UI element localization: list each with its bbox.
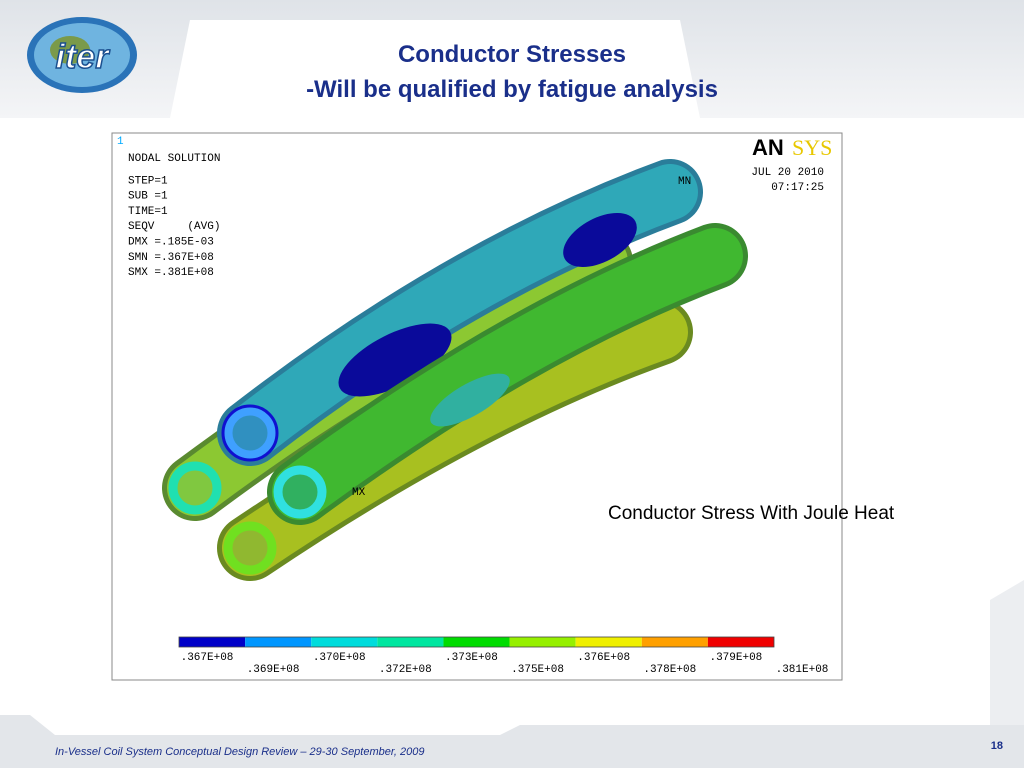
info-line: TIME=1: [128, 206, 168, 218]
legend-label: .372E+08: [379, 664, 432, 676]
legend-frame: [178, 636, 775, 648]
footer-text: In-Vessel Coil System Conceptual Design …: [55, 746, 425, 758]
window-number: 1: [117, 136, 124, 148]
info-line: NODAL SOLUTION: [128, 153, 220, 165]
info-line: SMX =.381E+08: [128, 267, 214, 279]
info-line: SEQV (AVG): [128, 221, 220, 233]
legend-label: .376E+08: [577, 652, 630, 664]
legend-swatch: [641, 637, 708, 647]
info-line: DMX =.185E-03: [128, 237, 214, 249]
tube-model: [162, 159, 748, 581]
iter-logo: iter: [27, 17, 137, 93]
legend-label: .369E+08: [247, 664, 300, 676]
legend-label: .378E+08: [643, 664, 696, 676]
legend-label: .373E+08: [445, 652, 498, 664]
info-block: NODAL SOLUTION STEP=1 SUB =1 TIME=1 SEQV (AV…: [128, 153, 220, 279]
info-line: STEP=1: [128, 175, 168, 187]
legend-swatch: [311, 637, 378, 647]
mx-label: MX: [352, 487, 366, 499]
legend-swatch: [377, 637, 444, 647]
legend: .367E+08 .370E+08 .373E+08 .376E+08 .379E+08…: [178, 636, 829, 676]
page-number: 18: [991, 740, 1003, 752]
time: 07:17:25: [771, 182, 824, 194]
title-line-1: Conductor Stresses: [398, 41, 626, 68]
info-line: SMN =.367E+08: [128, 252, 214, 264]
legend-swatch: [245, 637, 312, 647]
caption: Conductor Stress With Joule Heat: [608, 503, 895, 524]
legend-label: .370E+08: [313, 652, 366, 664]
legend-label: .379E+08: [709, 652, 762, 664]
logo-an: AN: [752, 135, 784, 160]
bottom-band: [0, 715, 1024, 768]
svg-text:iter: iter: [56, 38, 111, 76]
title-line-2: -Will be qualified by fatigue analysis: [306, 76, 718, 103]
legend-label: .367E+08: [181, 652, 234, 664]
side-band: [990, 580, 1024, 725]
legend-swatch: [509, 637, 576, 647]
legend-label: .381E+08: [776, 664, 829, 676]
info-line: SUB =1: [128, 191, 168, 203]
legend-swatch: [707, 637, 774, 647]
logo-sys: SYS: [792, 135, 832, 160]
date: JUL 20 2010: [751, 167, 824, 179]
legend-swatch: [575, 637, 642, 647]
legend-swatch: [179, 637, 246, 647]
legend-label: .375E+08: [511, 664, 564, 676]
legend-swatch: [443, 637, 510, 647]
mn-label: MN: [678, 176, 691, 188]
top-band: [0, 0, 1024, 118]
